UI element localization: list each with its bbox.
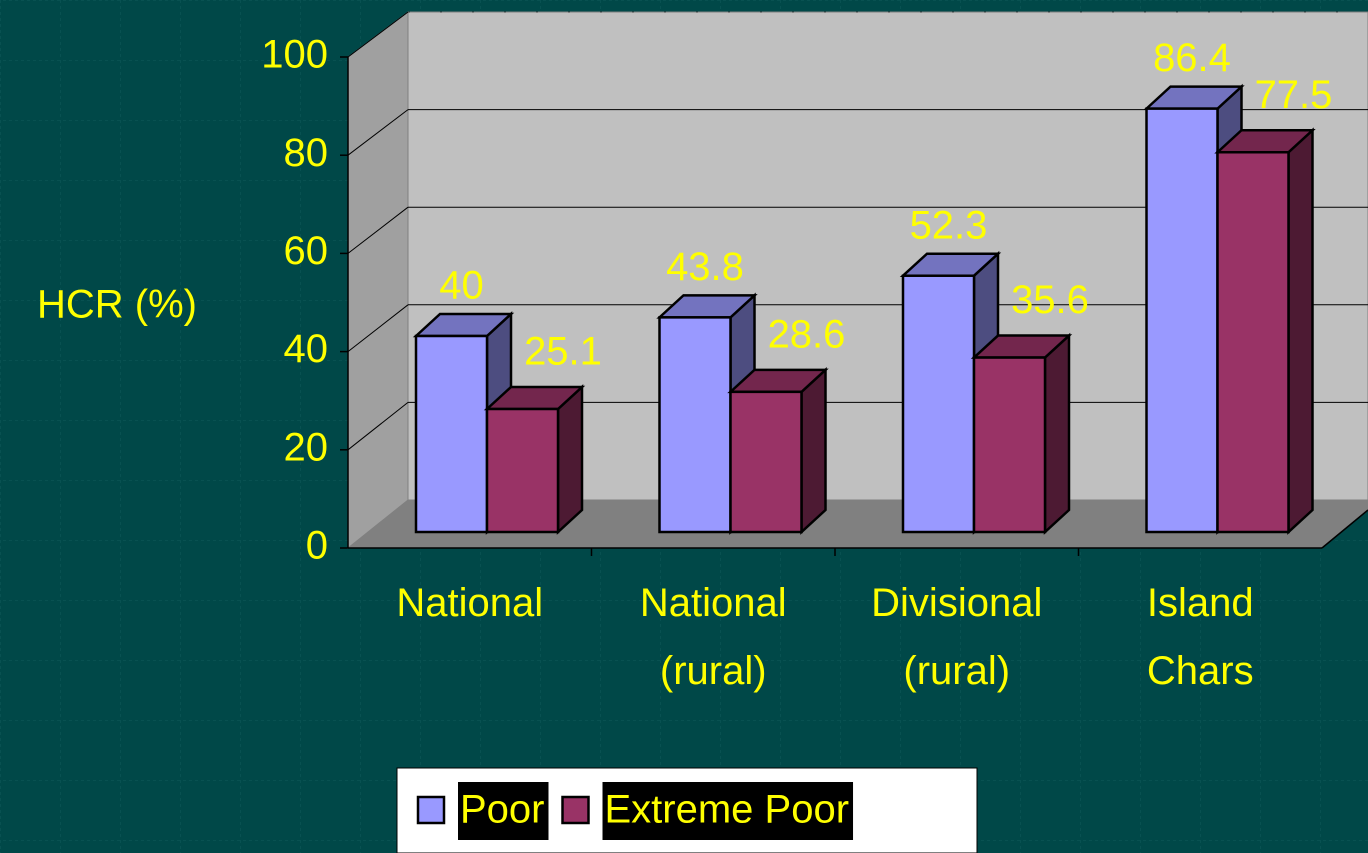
legend-text-bg (458, 782, 549, 840)
data-label: 25.1 (524, 330, 602, 374)
legend-label: Poor (460, 788, 545, 832)
bar-front (729, 390, 803, 534)
y-axis-label: HCR (%) (37, 283, 197, 327)
legend-label: Extreme Poor (605, 788, 850, 832)
y-tick-label: 0 (306, 524, 328, 568)
bar (970, 332, 1073, 535)
x-tick-label: National (rural) (640, 581, 787, 693)
grid-line (347, 304, 409, 352)
bar-front (658, 316, 732, 534)
data-label: 28.6 (768, 312, 846, 356)
floor-edge (1321, 509, 1368, 549)
y-tick-label: 60 (284, 229, 329, 273)
side-wall (347, 11, 409, 550)
data-label: 52.3 (910, 203, 988, 247)
bar-side (1043, 332, 1071, 535)
bar-front (1145, 107, 1219, 534)
grid-line (347, 206, 409, 254)
floor (348, 500, 1368, 548)
bar (1214, 127, 1316, 535)
legend-swatch (561, 795, 590, 825)
x-tick-label: Divisional (rural) (871, 581, 1042, 693)
bar-front (485, 407, 560, 534)
bar-front (972, 356, 1047, 534)
y-tick-label: 80 (284, 131, 329, 175)
legend-swatch (416, 795, 446, 825)
data-label: 40 (439, 264, 484, 308)
bar-side (556, 384, 584, 535)
y-tick-label: 20 (284, 425, 329, 469)
grid-line (347, 109, 409, 156)
data-label: 86.4 (1153, 36, 1231, 80)
bar-side (1287, 127, 1314, 535)
bar-front (901, 274, 976, 534)
y-tick-label: 40 (284, 327, 329, 371)
y-tick-label: 100 (261, 33, 328, 77)
data-label: 35.6 (1011, 278, 1089, 322)
bar-front (1216, 151, 1290, 534)
data-label: 77.5 (1255, 73, 1333, 117)
x-tick-label: Island Chars (1147, 581, 1254, 693)
bar (483, 384, 586, 535)
x-tick-label: National (396, 581, 543, 625)
bar (899, 250, 1002, 535)
bar-front (414, 334, 489, 534)
grid-line (347, 402, 409, 451)
grid-line (347, 11, 409, 58)
legend-text-bg (602, 782, 854, 840)
data-label: 43.8 (666, 245, 744, 289)
bar-side (800, 367, 827, 535)
bar (727, 367, 829, 535)
